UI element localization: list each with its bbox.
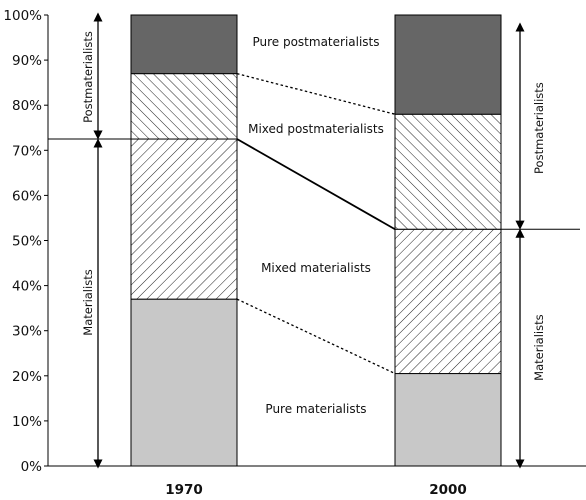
y-tick-label: 100% xyxy=(3,8,42,24)
group-brackets: Postmaterialists Materialists Postmaterial… xyxy=(48,12,580,469)
bar-segment xyxy=(394,14,502,115)
y-axis: 0% 10% 20% 30% 40% 50% 60% 70% 80% 90% 100% 1970 200… xyxy=(3,8,586,498)
materialists-label: Materialists xyxy=(532,314,546,380)
y-tick-label: 90% xyxy=(12,53,42,69)
bar-segment xyxy=(394,228,502,375)
y-tick-label: 50% xyxy=(12,234,42,250)
y-tick-label: 20% xyxy=(12,369,42,385)
connector-line-dotted xyxy=(236,73,396,115)
postmaterialists-label: Postmaterialists xyxy=(81,31,95,123)
series-label: Pure materialists xyxy=(265,402,366,416)
series-label: Mixed materialists xyxy=(261,261,371,275)
series-label: Mixed postmaterialists xyxy=(248,122,384,136)
bar-segment xyxy=(394,373,502,467)
y-tick-label: 70% xyxy=(12,143,42,159)
y-tick-label: 30% xyxy=(12,324,42,340)
bar-segment xyxy=(394,113,502,230)
materialists-label: Materialists xyxy=(81,269,95,335)
bar-segment xyxy=(130,138,238,300)
y-tick-label: 40% xyxy=(12,279,42,295)
connector-line-dotted xyxy=(236,298,396,375)
connector-line-solid xyxy=(236,138,396,231)
y-tick-label: 60% xyxy=(12,188,42,204)
x-tick-label: 2000 xyxy=(429,482,467,498)
y-tick-label: 0% xyxy=(21,459,43,475)
y-tick-label: 80% xyxy=(12,98,42,114)
bars xyxy=(130,14,502,467)
connector-lines xyxy=(236,73,396,375)
bar-segment xyxy=(130,14,238,75)
bar-segment xyxy=(130,298,238,467)
y-tick-label: 10% xyxy=(12,414,42,430)
bar-segment xyxy=(130,73,238,140)
postmaterialists-label: Postmaterialists xyxy=(532,82,546,174)
segment-labels: Pure materialists Mixed materialists Mixed… xyxy=(248,35,384,416)
x-tick-label: 1970 xyxy=(165,482,203,498)
series-label: Pure postmaterialists xyxy=(252,35,379,49)
